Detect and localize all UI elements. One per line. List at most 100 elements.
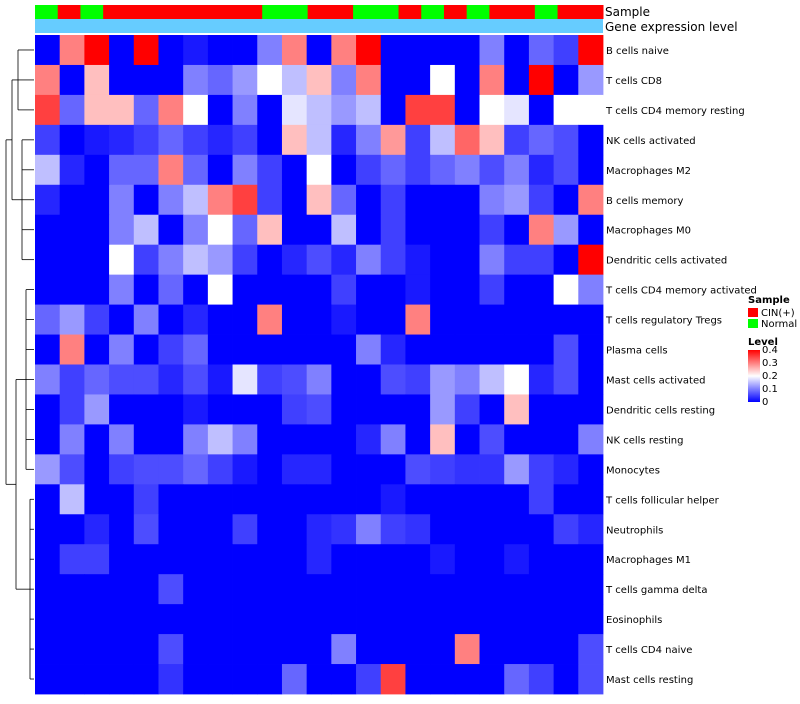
heatmap-cell bbox=[504, 334, 530, 365]
heatmap-cell bbox=[133, 484, 159, 515]
heatmap-cell bbox=[232, 424, 258, 455]
heatmap-cell bbox=[158, 424, 184, 455]
heatmap-cell bbox=[207, 304, 233, 335]
heatmap-cell bbox=[232, 634, 258, 665]
row-label: T cells CD4 memory resting bbox=[605, 106, 745, 117]
heatmap-cell bbox=[35, 244, 61, 276]
heatmap-cell bbox=[59, 604, 85, 635]
heatmap-cell bbox=[281, 64, 308, 96]
heatmap-cell bbox=[405, 214, 431, 246]
heatmap-cell bbox=[257, 214, 283, 246]
heatmap-cell bbox=[479, 604, 505, 635]
sample-annotation-cell bbox=[466, 5, 490, 19]
heatmap-cell bbox=[430, 604, 456, 635]
heatmap-cell bbox=[257, 184, 283, 216]
heatmap-cell bbox=[504, 394, 530, 425]
heatmap-cell bbox=[380, 634, 406, 665]
heatmap-cell bbox=[331, 394, 357, 425]
heatmap-cell bbox=[578, 604, 604, 635]
heatmap-cell bbox=[430, 364, 456, 395]
heatmap-cell bbox=[59, 35, 85, 66]
heatmap-cell bbox=[504, 184, 530, 216]
heatmap-cell bbox=[35, 304, 61, 335]
heatmap-cell bbox=[454, 64, 480, 96]
heatmap-cell bbox=[405, 244, 431, 276]
heatmap-cell bbox=[35, 544, 61, 575]
heatmap-cell bbox=[479, 244, 505, 276]
heatmap-cell bbox=[158, 514, 184, 545]
sample-annotation-cell bbox=[57, 5, 81, 19]
heatmap-cell bbox=[356, 544, 382, 575]
heatmap-cell bbox=[405, 364, 431, 395]
heatmap-cell bbox=[528, 274, 555, 305]
sample-annotation-cell bbox=[489, 5, 513, 19]
heatmap-cell bbox=[281, 304, 308, 335]
heatmap-cell bbox=[479, 274, 505, 305]
heatmap-cell bbox=[405, 184, 431, 216]
heatmap-cell bbox=[183, 184, 209, 216]
heatmap-cell bbox=[281, 124, 308, 156]
heatmap-cell bbox=[281, 184, 308, 216]
heatmap-cell bbox=[232, 664, 258, 695]
heatmap-cell bbox=[183, 544, 209, 575]
heatmap-cell bbox=[232, 514, 258, 545]
heatmap-cell bbox=[109, 94, 135, 126]
heatmap-cell bbox=[528, 454, 555, 485]
heatmap-cell bbox=[331, 484, 357, 515]
heatmap-cell bbox=[528, 184, 555, 216]
heatmap-cell bbox=[257, 454, 283, 485]
heatmap-cell bbox=[109, 184, 135, 216]
heatmap-cell bbox=[578, 514, 604, 545]
legend-tick-0.1: 0.1 bbox=[762, 384, 778, 395]
heatmap-cell bbox=[578, 424, 604, 455]
heatmap-cell bbox=[306, 334, 332, 365]
annotation-label-sample: Sample bbox=[605, 5, 650, 19]
heatmap-cell bbox=[528, 484, 555, 515]
heatmap-cell bbox=[405, 64, 431, 96]
heatmap-cell bbox=[133, 244, 159, 276]
heatmap-cell bbox=[281, 574, 308, 605]
heatmap-cell bbox=[183, 334, 209, 365]
heatmap-cell bbox=[183, 35, 209, 66]
heatmap-cell bbox=[430, 334, 456, 365]
heatmap-cell bbox=[59, 574, 85, 605]
heatmap-cell bbox=[109, 334, 135, 365]
heatmap-cell bbox=[331, 634, 357, 665]
heatmap-cell bbox=[553, 424, 579, 455]
heatmap-cell bbox=[257, 334, 283, 365]
sample-annotation-cell bbox=[443, 5, 468, 19]
heatmap-cell bbox=[380, 124, 406, 156]
heatmap-cell bbox=[331, 424, 357, 455]
heatmap-cell bbox=[578, 274, 604, 305]
annotation-label-expression: Gene expression level bbox=[605, 20, 738, 34]
heatmap-cell bbox=[331, 364, 357, 395]
heatmap-cell bbox=[331, 454, 357, 485]
sample-annotation-cell bbox=[307, 5, 331, 19]
heatmap-cell bbox=[84, 244, 110, 276]
heatmap-cell bbox=[84, 94, 110, 126]
heatmap-cell bbox=[183, 424, 209, 455]
heatmap-cell bbox=[158, 544, 184, 575]
heatmap-cell bbox=[380, 244, 406, 276]
heatmap-cell bbox=[84, 574, 110, 605]
heatmap-cell bbox=[59, 394, 85, 425]
sample-annotation-cell bbox=[534, 5, 559, 19]
heatmap-cell bbox=[454, 274, 480, 305]
heatmap-cell bbox=[553, 484, 579, 515]
heatmap-cell bbox=[528, 154, 555, 186]
heatmap-cell bbox=[331, 574, 357, 605]
heatmap-cell bbox=[331, 154, 357, 186]
heatmap-cell bbox=[257, 664, 283, 695]
heatmap-cell bbox=[59, 544, 85, 575]
legend-tick-0.2: 0.2 bbox=[762, 371, 778, 382]
heatmap-cell bbox=[183, 364, 209, 395]
heatmap-cell bbox=[35, 604, 61, 635]
heatmap-cell bbox=[553, 154, 579, 186]
heatmap-cell bbox=[84, 394, 110, 425]
heatmap-cell bbox=[479, 364, 505, 395]
heatmap-cell bbox=[59, 364, 85, 395]
heatmap-cell bbox=[84, 604, 110, 635]
heatmap-cell bbox=[133, 124, 159, 156]
heatmap-cell bbox=[183, 214, 209, 246]
heatmap-cell bbox=[207, 424, 233, 455]
